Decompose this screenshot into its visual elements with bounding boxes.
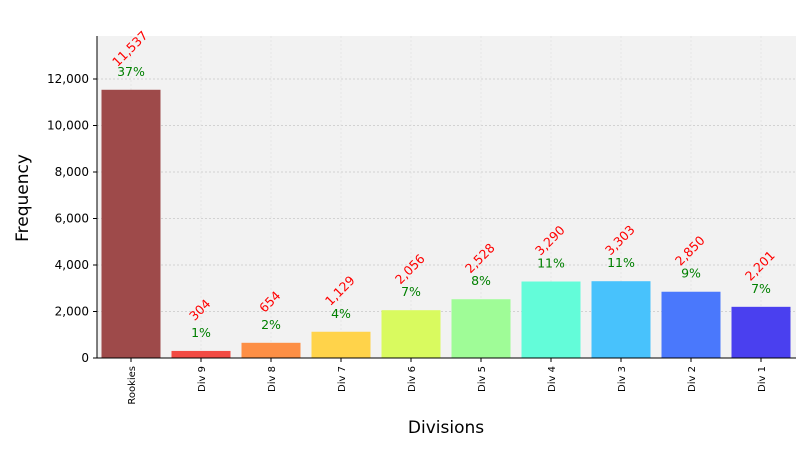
bar	[591, 281, 651, 358]
y-tick-label: 10,000	[47, 119, 89, 133]
bar	[661, 291, 721, 358]
y-tick-label: 6,000	[55, 212, 89, 226]
x-tick-label: Div 8	[267, 366, 278, 392]
x-axis-ticks: Rookies Div 9 Div 8 Div 7 Div 6 Div 5 Div 4 Div…	[127, 358, 768, 405]
x-tick-label: Div 5	[477, 366, 488, 392]
percent-label: 37%	[117, 64, 145, 79]
bar	[451, 299, 511, 358]
bar	[311, 331, 371, 358]
x-tick-label: Div 2	[687, 366, 698, 392]
percent-label: 8%	[471, 273, 491, 288]
percent-label: 4%	[331, 306, 351, 321]
bars	[101, 89, 791, 359]
percent-label: 7%	[751, 281, 771, 296]
bar	[731, 306, 791, 358]
percent-label: 2%	[261, 317, 281, 332]
x-axis-title: Divisions	[408, 418, 484, 438]
y-tick-label: 2,000	[55, 305, 89, 319]
x-tick-label: Div 6	[407, 366, 418, 392]
y-tick-label: 8,000	[55, 165, 89, 179]
x-tick-label: Div 1	[757, 366, 768, 392]
x-tick-label: Div 4	[547, 366, 558, 392]
y-tick-label: 12,000	[47, 72, 89, 86]
bar	[171, 350, 231, 358]
percent-label: 9%	[681, 266, 701, 281]
bar	[381, 310, 441, 358]
bar	[241, 342, 301, 358]
percent-label: 1%	[191, 325, 211, 340]
y-tick-label: 0	[81, 351, 89, 365]
bar	[521, 281, 581, 358]
y-axis-ticks: 0 2,000 4,000 6,000 8,000 10,000 12,000	[47, 72, 97, 365]
percent-label: 7%	[401, 284, 421, 299]
x-tick-label: Div 9	[197, 366, 208, 392]
x-tick-label: Div 7	[337, 366, 348, 392]
y-axis-title: Frequency	[13, 154, 33, 242]
x-tick-label: Div 3	[617, 366, 628, 392]
percent-label: 11%	[537, 256, 565, 271]
percent-label: 11%	[607, 255, 635, 270]
x-tick-label: Rookies	[127, 366, 138, 405]
bar	[101, 89, 161, 359]
y-tick-label: 4,000	[55, 258, 89, 272]
